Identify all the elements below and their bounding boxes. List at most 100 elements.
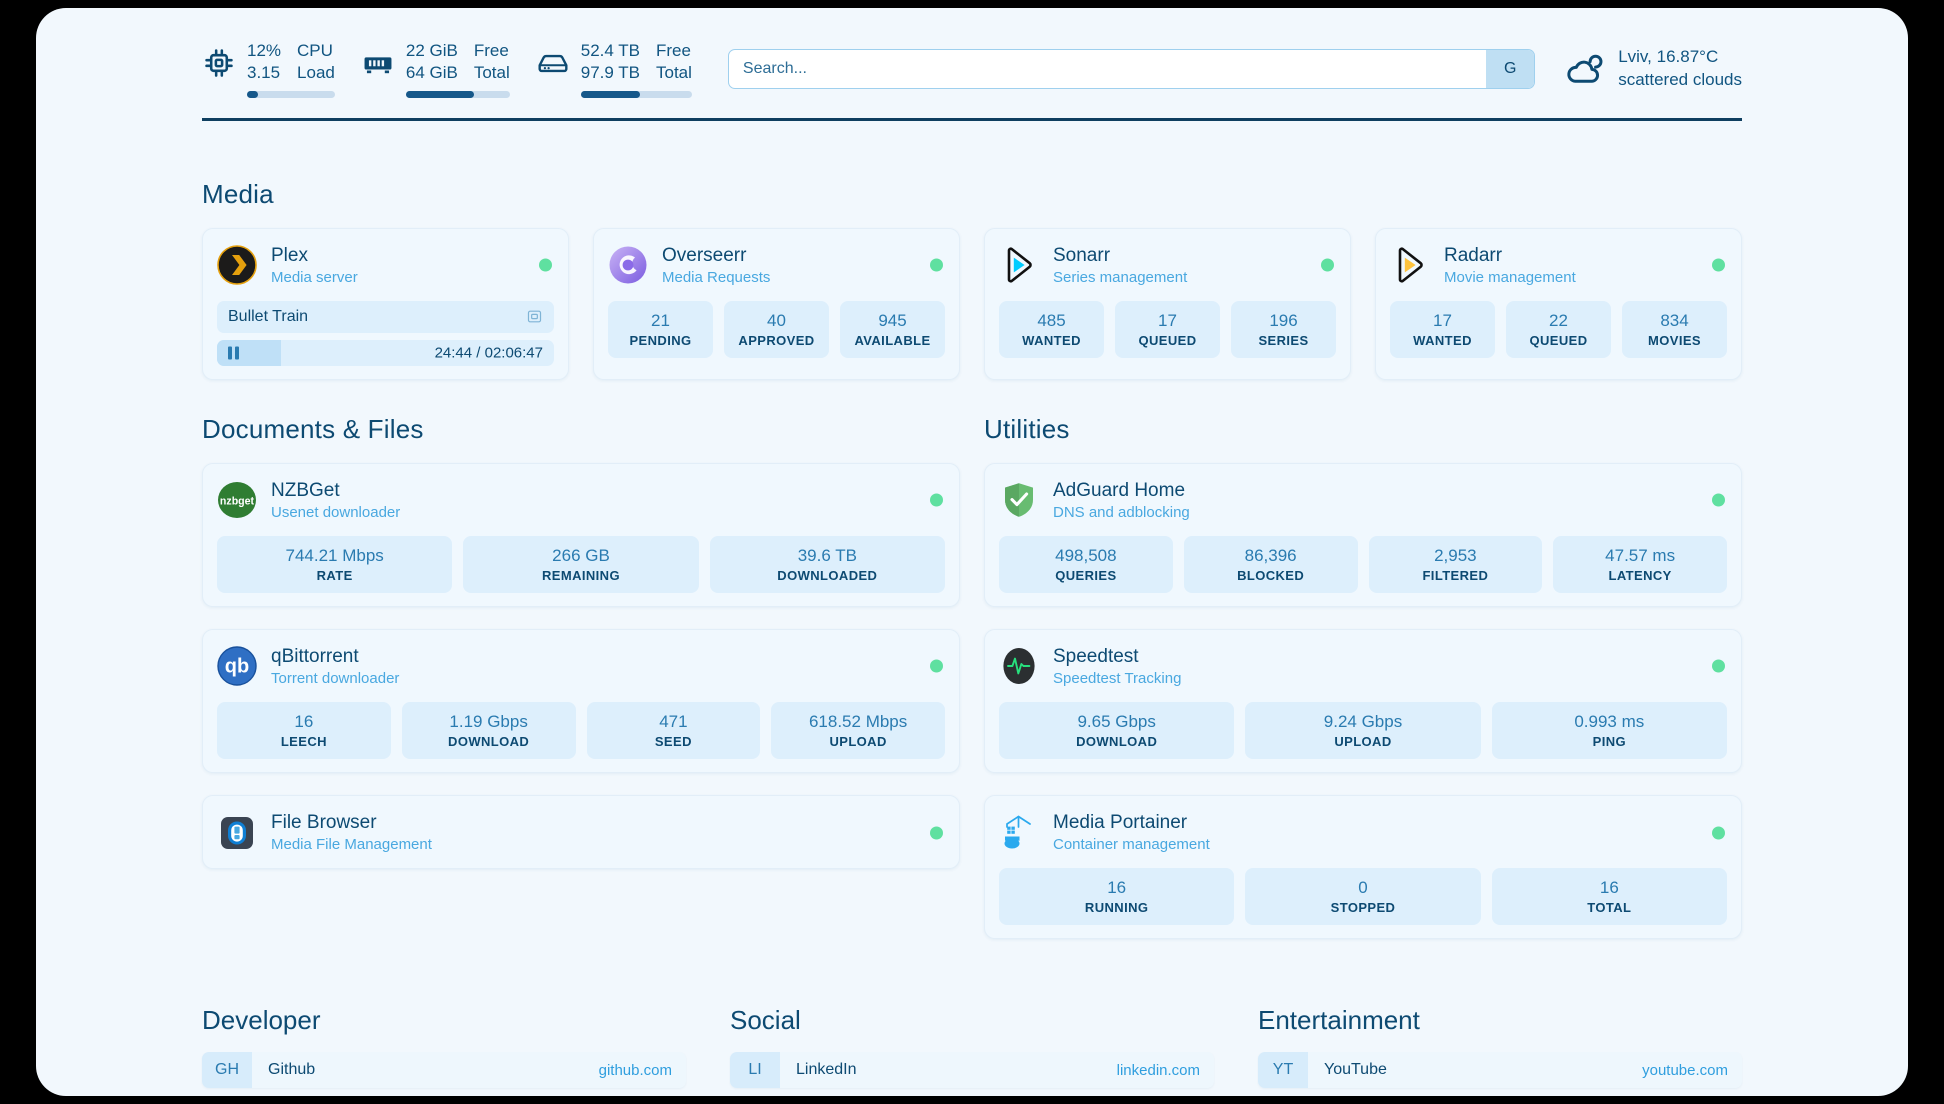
- search-box[interactable]: G: [727, 49, 1536, 89]
- stat-tile[interactable]: 16 LEECH: [217, 701, 391, 760]
- stat-progress-bar: [247, 90, 335, 98]
- bookmark-name: YouTube: [1324, 1061, 1387, 1079]
- bookmark-abbr: GH: [202, 1052, 252, 1089]
- card-header: Radarr Movie management: [1390, 243, 1727, 288]
- service-card[interactable]: Plex Media server Bullet Train 24:44 / 0…: [202, 228, 569, 380]
- stat-tile[interactable]: 9.65 Gbps DOWNLOAD: [999, 701, 1235, 760]
- stat-tile-value: 834: [1660, 310, 1689, 330]
- stat-tile[interactable]: 39.6 TB DOWNLOADED: [709, 535, 945, 593]
- bookmark-name: Github: [268, 1061, 316, 1079]
- stat-tile-value: 744.21 Mbps: [285, 545, 384, 565]
- stat-tiles: 9.65 Gbps DOWNLOAD 9.24 Gbps UPLOAD 0.99…: [999, 701, 1727, 760]
- qbittorrent-icon: qb: [217, 646, 257, 687]
- stat-tile-value: 0.993 ms: [1574, 711, 1645, 731]
- service-card[interactable]: AdGuard Home DNS and adblocking 498,508 …: [984, 462, 1742, 607]
- search-submit-button[interactable]: G: [1486, 50, 1535, 88]
- stat-tile[interactable]: 196 SERIES: [1231, 300, 1336, 359]
- service-description: Media File Management: [271, 836, 432, 854]
- service-card[interactable]: qb qBittorrent Torrent downloader 16 LEE…: [202, 629, 960, 774]
- stat-tile[interactable]: 22 QUEUED: [1506, 300, 1611, 359]
- service-card[interactable]: Media Portainer Container management 16 …: [984, 795, 1742, 940]
- stat-tile[interactable]: 9.24 Gbps UPLOAD: [1245, 701, 1481, 760]
- stat-tile[interactable]: 266 GB REMAINING: [463, 535, 699, 593]
- stat-label-primary: CPU: [297, 41, 333, 61]
- cast-icon[interactable]: [526, 308, 543, 325]
- dashboard-page: 12% 3.15 CPU Load 22 GiB 64 GiB Free: [36, 8, 1908, 1096]
- service-card[interactable]: nzbget NZBGet Usenet downloader 744.21 M…: [202, 462, 960, 607]
- service-description: Container management: [1053, 836, 1210, 854]
- stat-tile[interactable]: 21 PENDING: [608, 300, 713, 359]
- stat-tile[interactable]: 86,396 BLOCKED: [1183, 535, 1358, 593]
- stat-tile-value: 17: [1433, 310, 1452, 330]
- service-name: Media Portainer: [1053, 812, 1188, 834]
- stat-label-secondary: Load: [297, 63, 335, 82]
- stat-tile-value: 22: [1549, 310, 1568, 330]
- pause-icon[interactable]: [228, 346, 239, 360]
- service-card[interactable]: File Browser Media File Management: [202, 795, 960, 869]
- stat-value-secondary: 64 GiB: [405, 63, 458, 82]
- service-card[interactable]: Radarr Movie management 17 WANTED 22 QUE…: [1375, 228, 1742, 380]
- header-divider: [202, 118, 1742, 121]
- stat-tile-value: 618.52 Mbps: [808, 711, 908, 731]
- stat-tile[interactable]: 2,953 FILTERED: [1368, 535, 1543, 593]
- stat-tile[interactable]: 471 SEED: [586, 701, 761, 760]
- status-indicator: [1712, 493, 1725, 507]
- stat-tile[interactable]: 498,508 QUERIES: [999, 535, 1173, 593]
- search-area: G: [727, 49, 1536, 89]
- stat-tile[interactable]: 17 QUEUED: [1115, 300, 1220, 359]
- stat-tile[interactable]: 0 STOPPED: [1245, 868, 1481, 926]
- stat-tile-value: 0: [1358, 878, 1368, 897]
- bookmark-abbr: LI: [730, 1052, 780, 1089]
- stat-tile[interactable]: 17 WANTED: [1390, 300, 1495, 359]
- bookmark-item[interactable]: LI LinkedIn linkedin.com: [730, 1052, 1214, 1089]
- stat-tile-label: DOWNLOAD: [1076, 734, 1158, 750]
- stat-tile[interactable]: 0.993 ms PING: [1491, 701, 1727, 760]
- stat-tile-label: DOWNLOADED: [777, 568, 878, 583]
- stat-tile-label: LEECH: [280, 734, 327, 750]
- service-description: Series management: [1053, 269, 1188, 287]
- stat-cpu: 12% 3.15 CPU Load: [202, 40, 335, 98]
- documents-column: Documents & Files nzbget NZBGet Usenet d…: [202, 414, 960, 939]
- stat-tile-label: DOWNLOAD: [448, 734, 530, 750]
- bookmark-url: github.com: [598, 1061, 672, 1079]
- mid-columns: Documents & Files nzbget NZBGet Usenet d…: [202, 413, 1742, 940]
- stat-tile[interactable]: 834 MOVIES: [1622, 300, 1727, 359]
- stat-tile-value: 1.19 Gbps: [449, 711, 528, 731]
- stat-disk: 52.4 TB 97.9 TB Free Total: [536, 40, 692, 98]
- service-description: Torrent downloader: [271, 670, 400, 688]
- stat-tile[interactable]: 945 AVAILABLE: [840, 300, 945, 359]
- stat-label-primary: Free: [656, 41, 691, 61]
- stat-tiles: 17 WANTED 22 QUEUED 834 MOVIES: [1390, 300, 1727, 359]
- stat-tile[interactable]: 1.19 Gbps DOWNLOAD: [401, 701, 576, 760]
- stat-tile-value: 40: [767, 310, 786, 330]
- playback-progress-bar[interactable]: 24:44 / 02:06:47: [217, 339, 554, 366]
- stat-tile[interactable]: 40 APPROVED: [724, 300, 829, 359]
- stat-value-primary: 22 GiB: [405, 41, 458, 61]
- stat-tile-label: PENDING: [629, 333, 692, 349]
- section-title-documents: Documents & Files: [202, 413, 424, 444]
- service-description: Speedtest Tracking: [1053, 670, 1182, 688]
- stat-tile[interactable]: 618.52 Mbps UPLOAD: [771, 701, 945, 760]
- service-card[interactable]: Overseerr Media Requests 21 PENDING 40 A…: [593, 228, 960, 380]
- stat-tile-label: MOVIES: [1648, 333, 1701, 349]
- section-title-media: Media: [202, 179, 274, 209]
- stat-tile[interactable]: 16 TOTAL: [1491, 868, 1727, 926]
- section-title-utilities: Utilities: [984, 413, 1070, 444]
- bookmark-item[interactable]: GH Github github.com: [202, 1052, 686, 1089]
- card-header: Overseerr Media Requests: [608, 243, 945, 288]
- stat-tile[interactable]: 47.57 ms LATENCY: [1553, 535, 1727, 593]
- search-input[interactable]: [728, 50, 1487, 88]
- stat-tile-label: RUNNING: [1084, 900, 1149, 916]
- card-header: File Browser Media File Management: [217, 810, 945, 855]
- overseerr-icon: [608, 245, 648, 285]
- card-header: Sonarr Series management: [999, 243, 1336, 288]
- stat-tile[interactable]: 16 RUNNING: [999, 868, 1235, 926]
- card-header: Plex Media server: [217, 243, 554, 288]
- service-card[interactable]: Speedtest Speedtest Tracking 9.65 Gbps D…: [984, 629, 1742, 774]
- bookmark-item[interactable]: YT YouTube youtube.com: [1258, 1052, 1742, 1089]
- now-playing-title-bar[interactable]: Bullet Train: [217, 300, 554, 333]
- stat-tile[interactable]: 485 WANTED: [999, 300, 1104, 359]
- service-card[interactable]: Sonarr Series management 485 WANTED 17 Q…: [984, 228, 1351, 380]
- stat-tile[interactable]: 744.21 Mbps RATE: [217, 535, 453, 593]
- card-header: Speedtest Speedtest Tracking: [999, 644, 1727, 689]
